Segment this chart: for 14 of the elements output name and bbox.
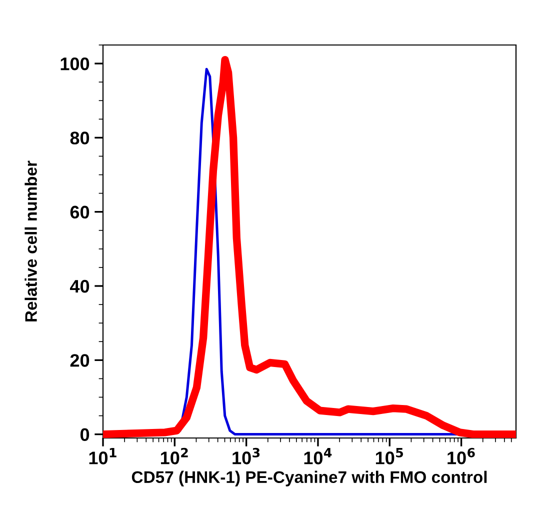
y-tick-label: 40 bbox=[70, 280, 90, 293]
x-tick-label: 10$^{3}$ bbox=[232, 448, 260, 464]
y-tick-label: 100 bbox=[60, 57, 90, 70]
y-axis-title: Relative cell number bbox=[24, 160, 37, 322]
y-tick-label: 20 bbox=[70, 354, 90, 367]
y-tick-label: 80 bbox=[70, 132, 90, 144]
x-tick-label: 10$^{1}$ bbox=[89, 448, 116, 464]
x-axis-title: CD57 (HNK-1) PE-Cyanine7 with FMO control bbox=[132, 470, 487, 486]
x-tick-label: 10$^{2}$ bbox=[160, 448, 188, 464]
y-tick-label: 60 bbox=[70, 206, 90, 219]
x-tick-label: 10$^{4}$ bbox=[304, 448, 332, 464]
x-tick-label: 10$^{6}$ bbox=[448, 448, 475, 464]
y-tick-label: 0 bbox=[80, 428, 90, 442]
x-tick-label: 10$^{5}$ bbox=[376, 448, 403, 464]
